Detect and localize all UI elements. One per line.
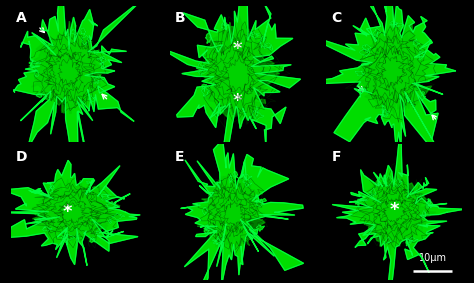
- Polygon shape: [255, 106, 258, 117]
- Polygon shape: [202, 207, 207, 215]
- Text: *: *: [233, 40, 242, 58]
- Polygon shape: [204, 225, 209, 231]
- Polygon shape: [369, 188, 376, 196]
- Polygon shape: [383, 237, 391, 243]
- Polygon shape: [385, 175, 393, 186]
- Polygon shape: [362, 44, 371, 53]
- Polygon shape: [88, 95, 96, 102]
- Polygon shape: [96, 231, 101, 234]
- Polygon shape: [382, 105, 385, 115]
- Text: B: B: [175, 11, 186, 25]
- Polygon shape: [360, 48, 370, 57]
- Polygon shape: [201, 87, 210, 97]
- Polygon shape: [264, 43, 272, 48]
- Polygon shape: [229, 175, 232, 183]
- Polygon shape: [86, 181, 91, 184]
- Polygon shape: [197, 173, 265, 256]
- Polygon shape: [94, 51, 99, 54]
- Polygon shape: [201, 84, 208, 89]
- Polygon shape: [32, 179, 128, 243]
- Polygon shape: [81, 28, 86, 35]
- Polygon shape: [71, 29, 76, 35]
- Text: *: *: [233, 92, 242, 110]
- Polygon shape: [221, 23, 227, 30]
- Polygon shape: [392, 23, 404, 27]
- Polygon shape: [50, 185, 54, 189]
- Polygon shape: [111, 213, 125, 219]
- Polygon shape: [260, 36, 265, 48]
- Polygon shape: [48, 186, 53, 193]
- Polygon shape: [196, 63, 207, 76]
- Polygon shape: [419, 51, 424, 60]
- Polygon shape: [215, 238, 220, 247]
- Polygon shape: [426, 201, 433, 208]
- Polygon shape: [233, 171, 237, 178]
- Polygon shape: [256, 225, 264, 231]
- Polygon shape: [421, 92, 425, 102]
- Polygon shape: [332, 122, 464, 283]
- Polygon shape: [195, 16, 280, 127]
- Polygon shape: [390, 21, 398, 27]
- Polygon shape: [100, 62, 104, 68]
- Polygon shape: [101, 194, 109, 200]
- Polygon shape: [160, 0, 301, 223]
- Polygon shape: [356, 71, 365, 76]
- Polygon shape: [28, 21, 109, 113]
- Polygon shape: [43, 227, 52, 231]
- Polygon shape: [374, 27, 381, 37]
- Polygon shape: [428, 200, 430, 204]
- Polygon shape: [407, 237, 418, 242]
- Text: F: F: [331, 150, 341, 164]
- Polygon shape: [101, 194, 111, 197]
- Polygon shape: [406, 238, 411, 247]
- Polygon shape: [260, 198, 266, 202]
- Polygon shape: [29, 61, 41, 65]
- Polygon shape: [426, 199, 431, 205]
- Polygon shape: [82, 35, 90, 46]
- Polygon shape: [100, 57, 104, 61]
- Text: E: E: [175, 150, 184, 164]
- Polygon shape: [250, 32, 259, 38]
- Polygon shape: [394, 179, 402, 187]
- Polygon shape: [212, 236, 222, 244]
- Polygon shape: [413, 38, 419, 46]
- Text: A: A: [16, 11, 27, 25]
- Polygon shape: [243, 179, 252, 187]
- Polygon shape: [354, 199, 360, 205]
- Polygon shape: [94, 76, 104, 84]
- Polygon shape: [36, 93, 42, 97]
- Polygon shape: [382, 109, 387, 117]
- Polygon shape: [256, 200, 264, 206]
- Polygon shape: [61, 234, 74, 241]
- Polygon shape: [267, 46, 273, 50]
- Text: D: D: [16, 150, 27, 164]
- Text: C: C: [331, 11, 342, 25]
- Polygon shape: [90, 237, 95, 242]
- Text: 10μm: 10μm: [419, 252, 447, 263]
- Polygon shape: [381, 109, 390, 117]
- Text: *: *: [389, 201, 399, 218]
- Polygon shape: [280, 0, 456, 171]
- Polygon shape: [422, 210, 426, 218]
- Polygon shape: [14, 0, 141, 186]
- Polygon shape: [181, 140, 303, 283]
- Polygon shape: [204, 227, 210, 234]
- Polygon shape: [97, 56, 107, 63]
- Polygon shape: [359, 21, 433, 116]
- Polygon shape: [355, 169, 436, 255]
- Text: *: *: [63, 203, 73, 221]
- Polygon shape: [252, 111, 264, 121]
- Polygon shape: [106, 201, 116, 208]
- Polygon shape: [0, 160, 140, 265]
- Polygon shape: [205, 32, 211, 43]
- Polygon shape: [108, 219, 111, 224]
- Polygon shape: [375, 183, 380, 186]
- Polygon shape: [214, 107, 220, 117]
- Polygon shape: [34, 69, 39, 77]
- Polygon shape: [242, 173, 252, 179]
